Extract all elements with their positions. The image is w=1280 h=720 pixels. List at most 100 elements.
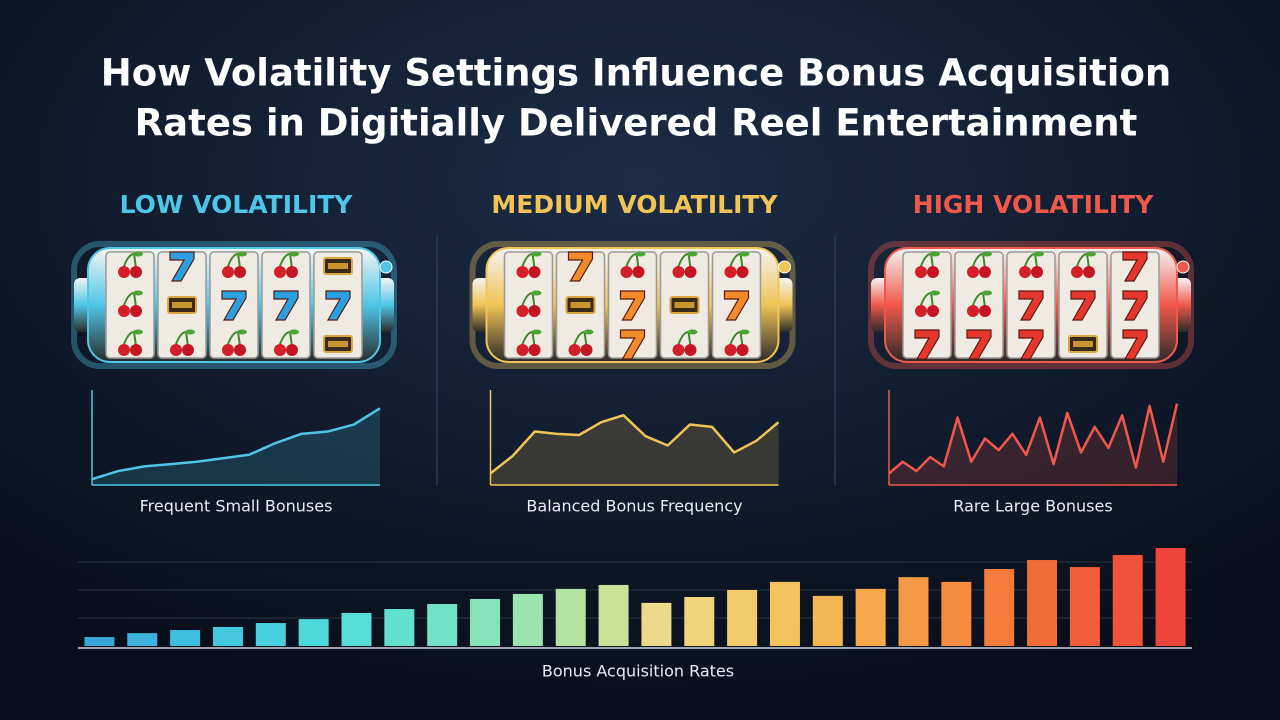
seven bbox=[325, 290, 351, 321]
cherry bbox=[967, 266, 979, 278]
cherry bbox=[1071, 266, 1083, 278]
cherry-leaf bbox=[739, 251, 750, 257]
cherry bbox=[736, 344, 749, 356]
bar-stripe bbox=[328, 341, 348, 347]
bar-stripe bbox=[570, 302, 591, 308]
curve-area bbox=[490, 415, 779, 485]
cherry-leaf bbox=[635, 251, 646, 257]
curve-area bbox=[889, 403, 1177, 485]
bar bbox=[384, 609, 415, 646]
cherry bbox=[915, 266, 927, 278]
cherry bbox=[915, 305, 927, 317]
cherry bbox=[979, 266, 991, 278]
bar bbox=[298, 619, 329, 646]
cherry-leaf bbox=[930, 290, 940, 296]
cherry bbox=[927, 266, 939, 278]
panel-heading: HIGH VOLATILITY bbox=[913, 190, 1155, 219]
cherry bbox=[222, 344, 234, 356]
cherry bbox=[234, 344, 246, 356]
seven bbox=[619, 329, 646, 360]
cherry bbox=[724, 266, 737, 278]
x-axis-label: Bonus Acquisition Rates bbox=[542, 662, 734, 681]
panel-caption: Rare Large Bonuses bbox=[953, 497, 1112, 516]
cherry bbox=[170, 344, 182, 356]
panel-heading: LOW VOLATILITY bbox=[120, 190, 354, 219]
title-line: Rates in Digitially Delivered Reel Enter… bbox=[135, 102, 1138, 145]
curve-line bbox=[91, 407, 381, 481]
cherry-leaf bbox=[739, 329, 750, 335]
bar bbox=[727, 590, 758, 646]
cherry-leaf bbox=[687, 251, 698, 257]
seven bbox=[1122, 329, 1148, 360]
slot-knob bbox=[379, 260, 393, 274]
cherry bbox=[118, 266, 130, 278]
cherry bbox=[979, 305, 991, 317]
cherry bbox=[118, 305, 130, 317]
curve-line bbox=[888, 403, 1179, 475]
bar bbox=[1155, 548, 1186, 646]
cherry bbox=[620, 266, 633, 278]
seven bbox=[273, 290, 299, 321]
bar bbox=[470, 598, 501, 646]
cherry-leaf bbox=[531, 290, 542, 296]
bar-stripe bbox=[328, 263, 348, 269]
seven bbox=[1018, 329, 1044, 360]
bar bbox=[512, 593, 543, 646]
bar bbox=[812, 595, 843, 646]
slot-machine bbox=[71, 241, 397, 369]
bar bbox=[255, 623, 286, 646]
reel bbox=[503, 251, 554, 359]
bar bbox=[684, 597, 715, 646]
cherry bbox=[1083, 266, 1095, 278]
panel-heading: MEDIUM VOLATILITY bbox=[491, 190, 778, 219]
bar-stripe bbox=[172, 302, 192, 308]
cherry-leaf bbox=[531, 251, 542, 257]
cherry-leaf bbox=[133, 290, 143, 296]
cherry-leaf bbox=[237, 251, 247, 257]
cherry-leaf bbox=[1034, 251, 1044, 257]
cherry bbox=[1019, 266, 1031, 278]
cherry bbox=[672, 344, 685, 356]
cherry bbox=[286, 266, 298, 278]
cherry bbox=[234, 266, 246, 278]
seven bbox=[1122, 251, 1148, 282]
seven bbox=[1070, 290, 1096, 321]
bar bbox=[598, 584, 629, 646]
bar bbox=[127, 633, 158, 646]
bar bbox=[641, 602, 672, 646]
cherry-leaf bbox=[185, 329, 195, 335]
bar-stripe bbox=[674, 302, 695, 308]
cherry bbox=[1031, 266, 1043, 278]
curve-line bbox=[489, 414, 780, 475]
cherry bbox=[516, 305, 529, 317]
cherry bbox=[684, 344, 697, 356]
seven bbox=[169, 251, 195, 282]
seven bbox=[221, 290, 247, 321]
cherry-leaf bbox=[930, 251, 940, 257]
title-line: How Volatility Settings Influence Bonus … bbox=[101, 52, 1171, 95]
cherry-leaf bbox=[133, 329, 143, 335]
bar bbox=[1069, 567, 1100, 646]
seven bbox=[1122, 290, 1148, 321]
cherry bbox=[222, 266, 234, 278]
cherry-leaf bbox=[531, 329, 542, 335]
cherry-leaf bbox=[289, 329, 299, 335]
cherry bbox=[130, 305, 142, 317]
reel bbox=[105, 251, 155, 359]
cherry bbox=[516, 266, 529, 278]
cherry-leaf bbox=[982, 290, 992, 296]
cherry-leaf bbox=[133, 251, 143, 257]
bar bbox=[427, 604, 458, 646]
cherry bbox=[568, 344, 581, 356]
cherry bbox=[274, 266, 286, 278]
panel-caption: Frequent Small Bonuses bbox=[140, 497, 333, 516]
panel-caption: Balanced Bonus Frequency bbox=[526, 497, 742, 516]
bar bbox=[898, 577, 929, 646]
bar bbox=[170, 630, 201, 646]
cherry bbox=[672, 266, 685, 278]
cherry bbox=[130, 344, 142, 356]
cherry bbox=[684, 266, 697, 278]
cherry bbox=[286, 344, 298, 356]
seven bbox=[567, 251, 594, 282]
